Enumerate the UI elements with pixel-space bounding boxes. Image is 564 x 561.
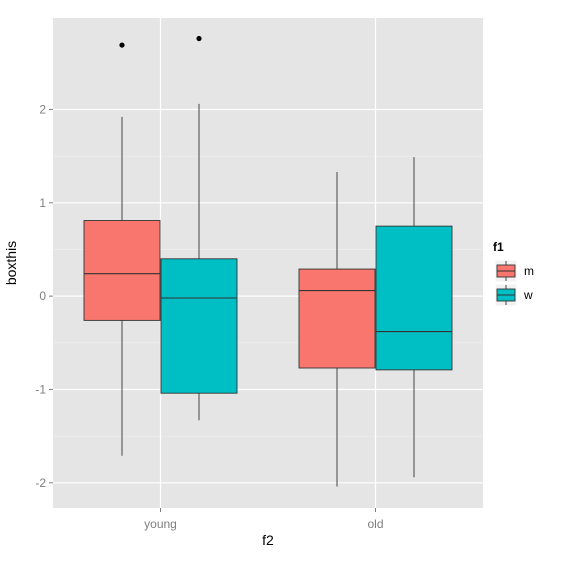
box-body <box>298 268 376 369</box>
box-m-young <box>83 42 161 456</box>
box-w-young <box>160 35 238 421</box>
legend: f1 mw <box>493 240 534 307</box>
legend-key-w <box>494 283 518 307</box>
y-tick-label: -1 <box>35 382 46 396</box>
x-axis-title: f2 <box>262 532 274 548</box>
y-tick-label: 2 <box>39 102 46 116</box>
y-tick-label: -2 <box>35 476 46 490</box>
x-axis: young old <box>144 508 384 531</box>
x-tick-label: young <box>144 517 177 531</box>
legend-key-m <box>494 259 518 283</box>
boxes-layer <box>83 35 453 487</box>
legend-label-m: m <box>524 264 534 278</box>
y-axis: -2 -1 0 1 2 <box>35 102 53 490</box>
x-tick-label: old <box>367 517 383 531</box>
box-body <box>83 220 161 321</box>
outlier-point <box>196 35 202 42</box>
legend-label-w: w <box>523 288 533 302</box>
y-tick-label: 1 <box>39 196 46 210</box>
box-w-old <box>375 157 453 478</box>
legend-title: f1 <box>493 240 504 254</box>
box-body <box>375 225 453 371</box>
box-m-old <box>298 172 376 487</box>
box-body <box>160 258 238 394</box>
y-axis-title: boxthis <box>3 241 19 285</box>
y-tick-label: 0 <box>39 289 46 303</box>
outlier-point <box>119 42 125 48</box>
